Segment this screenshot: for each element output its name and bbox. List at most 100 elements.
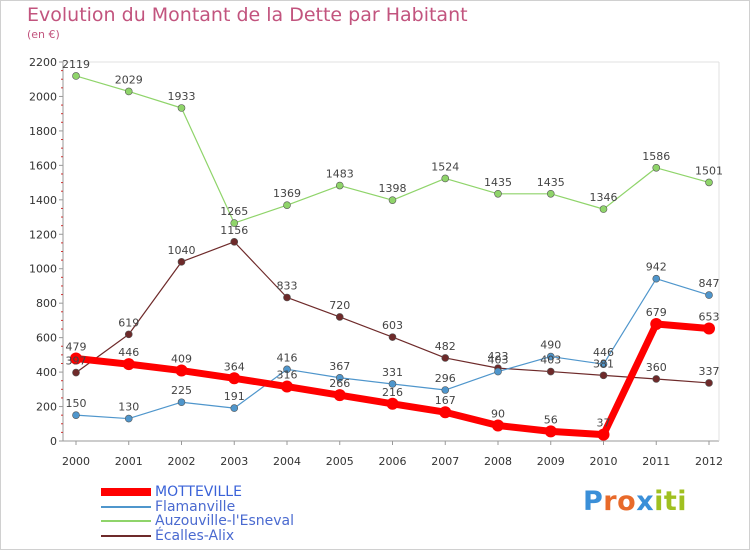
- data-label: 381: [593, 357, 614, 370]
- legend-item: MOTTEVILLE: [101, 485, 294, 500]
- data-label: 316: [277, 369, 298, 382]
- x-tick-label: 2008: [484, 455, 512, 468]
- y-tick-label: 2000: [29, 90, 57, 103]
- data-point: [228, 372, 241, 385]
- legend-swatch: [101, 488, 151, 497]
- x-tick-label: 2010: [590, 455, 618, 468]
- data-point: [650, 318, 663, 331]
- data-label: 603: [382, 319, 403, 332]
- legend-label: MOTTEVILLE: [155, 484, 242, 501]
- data-label: 619: [118, 316, 139, 329]
- data-point: [70, 352, 82, 365]
- x-tick-label: 2007: [431, 455, 459, 468]
- data-point: [599, 360, 608, 368]
- data-label: 1398: [379, 182, 407, 195]
- x-tick-label: 2004: [273, 455, 301, 468]
- x-tick-label: 2011: [642, 455, 670, 468]
- data-point: [386, 397, 399, 410]
- data-point: [283, 201, 291, 209]
- data-point: [72, 411, 80, 419]
- data-point: [494, 189, 502, 198]
- logo-letter: t: [663, 486, 678, 517]
- data-label: 1501: [695, 164, 723, 177]
- data-label: 364: [224, 360, 245, 373]
- data-label: 1435: [484, 176, 512, 189]
- data-label: 2119: [62, 58, 90, 71]
- data-label: 403: [488, 354, 509, 367]
- legend-label: Écalles-Alix: [155, 527, 235, 544]
- data-label: 1346: [590, 191, 618, 204]
- data-point: [335, 313, 344, 321]
- legend-swatch: [101, 520, 151, 523]
- data-point: [177, 398, 186, 407]
- data-point: [546, 189, 555, 198]
- data-point: [441, 174, 450, 183]
- data-label: 653: [699, 311, 720, 324]
- data-point: [652, 274, 661, 283]
- data-point: [124, 87, 133, 96]
- data-label: 1156: [220, 224, 248, 237]
- data-point: [175, 364, 188, 377]
- data-label: 397: [66, 355, 87, 368]
- proxiti-logo: Proxiti: [583, 486, 687, 517]
- y-tick-label: 1800: [29, 125, 57, 138]
- y-tick-label: 200: [36, 401, 57, 414]
- data-point: [281, 380, 293, 393]
- data-point: [705, 291, 713, 299]
- y-tick-label: 400: [36, 366, 57, 379]
- logo-letter: x: [636, 486, 655, 517]
- data-label: 56: [544, 413, 558, 426]
- data-point: [388, 333, 397, 341]
- data-label: 150: [66, 397, 87, 410]
- data-point: [230, 219, 239, 227]
- y-tick-label: 2200: [29, 56, 57, 69]
- data-point: [441, 354, 450, 362]
- data-point: [492, 419, 504, 432]
- y-tick-label: 0: [50, 435, 57, 448]
- data-point: [388, 196, 397, 204]
- chart-title: Evolution du Montant de la Dette par Hab…: [27, 4, 468, 26]
- data-label: 1265: [220, 205, 248, 218]
- data-point: [124, 414, 133, 423]
- data-label: 1586: [642, 150, 670, 163]
- data-label: 1933: [168, 90, 196, 103]
- x-tick-label: 2006: [379, 455, 407, 468]
- legend-swatch: [101, 534, 151, 537]
- logo-letter: P: [583, 486, 604, 517]
- x-tick-label: 2003: [220, 455, 248, 468]
- data-label: 90: [491, 407, 505, 420]
- data-point: [283, 293, 291, 302]
- y-tick-label: 1400: [29, 194, 57, 207]
- data-label: 446: [118, 346, 139, 359]
- logo-letter: o: [617, 486, 637, 517]
- data-point: [703, 322, 715, 335]
- data-label: 167: [435, 394, 456, 407]
- logo-letter: i: [677, 486, 688, 517]
- data-label: 1435: [537, 176, 565, 189]
- x-tick-label: 2001: [115, 455, 143, 468]
- data-label: 479: [66, 340, 87, 353]
- data-point: [72, 368, 80, 377]
- logo-letter: i: [654, 486, 664, 517]
- data-label: 191: [224, 390, 245, 403]
- data-point: [124, 330, 133, 339]
- data-label: 337: [699, 365, 720, 378]
- data-point: [441, 386, 450, 394]
- data-point: [599, 205, 608, 213]
- data-label: 679: [646, 306, 667, 319]
- data-label: 266: [329, 377, 350, 390]
- data-label: 403: [540, 354, 561, 367]
- data-label: 942: [646, 261, 667, 274]
- data-point: [283, 365, 291, 374]
- legend-label: Flamanville: [155, 498, 236, 515]
- data-point: [122, 358, 135, 371]
- chart-legend: MOTTEVILLE Flamanville Auzouville-l'Esneva…: [101, 485, 294, 543]
- data-point: [177, 104, 186, 112]
- data-point: [388, 380, 397, 388]
- data-label: 416: [277, 351, 298, 364]
- data-label: 847: [699, 277, 720, 290]
- data-point: [705, 178, 713, 187]
- y-tick-label: 1600: [29, 159, 57, 172]
